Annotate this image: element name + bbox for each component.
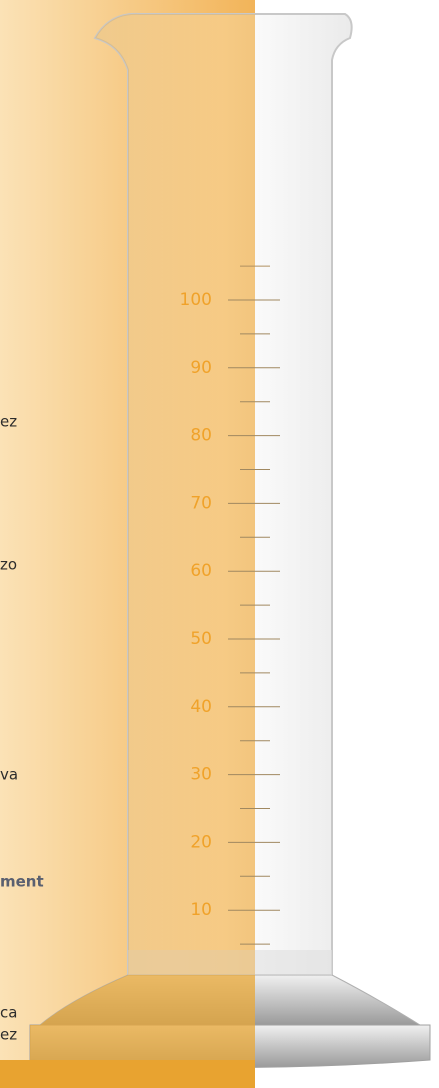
side-text: va [0,766,18,784]
side-text: zo [0,556,17,574]
scale-label: 60 [190,561,212,581]
scale-label: 70 [190,493,212,513]
scale-label: 100 [180,290,212,310]
scale-label: 30 [190,765,212,785]
side-text: ca [0,1004,17,1022]
scale-label: 80 [190,426,212,446]
scale-label: 40 [190,697,212,717]
scale-label: 50 [190,629,212,649]
side-text: ez [0,413,17,431]
screen: 100 90 80 70 60 50 40 30 20 10 ez zo va ment ca ez [0,0,439,1088]
scale-label: 90 [190,358,212,378]
side-text: ez [0,1026,17,1044]
scale-label: 20 [190,832,212,852]
scale-label: 10 [190,900,212,920]
side-text: ment [0,873,44,891]
